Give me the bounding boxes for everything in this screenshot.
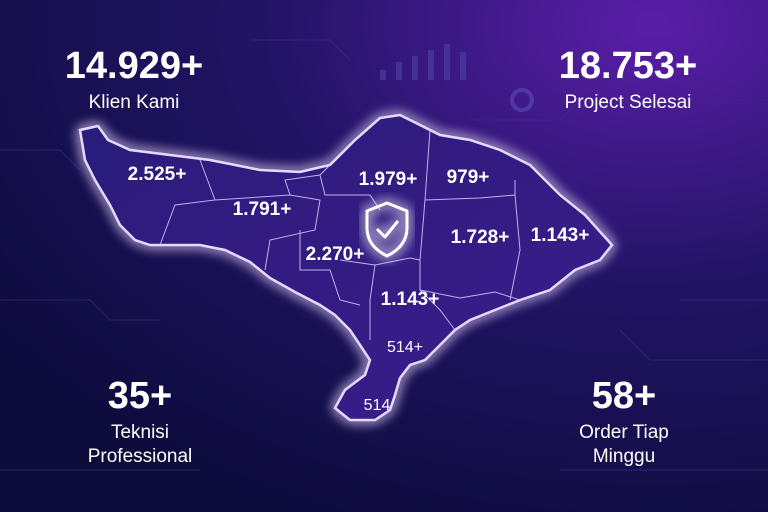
region-label: 514 bbox=[364, 397, 391, 414]
stat-label: Order Tiap bbox=[579, 422, 669, 443]
region-borders bbox=[159, 129, 521, 340]
region-label: 1.791+ bbox=[233, 199, 292, 220]
stat-label: Teknisi bbox=[111, 422, 169, 443]
region-label: 979+ bbox=[447, 167, 490, 188]
pie-icon bbox=[510, 88, 534, 112]
region-label: 1.728+ bbox=[451, 227, 510, 248]
region-label: 1.143+ bbox=[381, 289, 440, 310]
stat-label: Project Selesai bbox=[565, 92, 692, 113]
stat-value: 58+ bbox=[592, 375, 656, 417]
stat-value: 35+ bbox=[108, 375, 172, 417]
region-label: 2.525+ bbox=[128, 164, 187, 185]
region-label: 1.143+ bbox=[531, 225, 590, 246]
region-label: 514+ bbox=[387, 339, 423, 356]
map-outline bbox=[78, 113, 614, 422]
stat-label: Professional bbox=[88, 446, 193, 467]
region-label: 1.979+ bbox=[359, 169, 418, 190]
circuit-lines bbox=[0, 39, 768, 471]
region-label: 2.270+ bbox=[306, 244, 365, 265]
stat-label: Minggu bbox=[593, 446, 655, 467]
stat-value: 18.753+ bbox=[559, 45, 697, 87]
stat-value: 14.929+ bbox=[65, 45, 203, 87]
bar-icon bbox=[380, 44, 466, 80]
stat-label: Klien Kami bbox=[89, 92, 180, 113]
shield-icon bbox=[365, 201, 409, 258]
